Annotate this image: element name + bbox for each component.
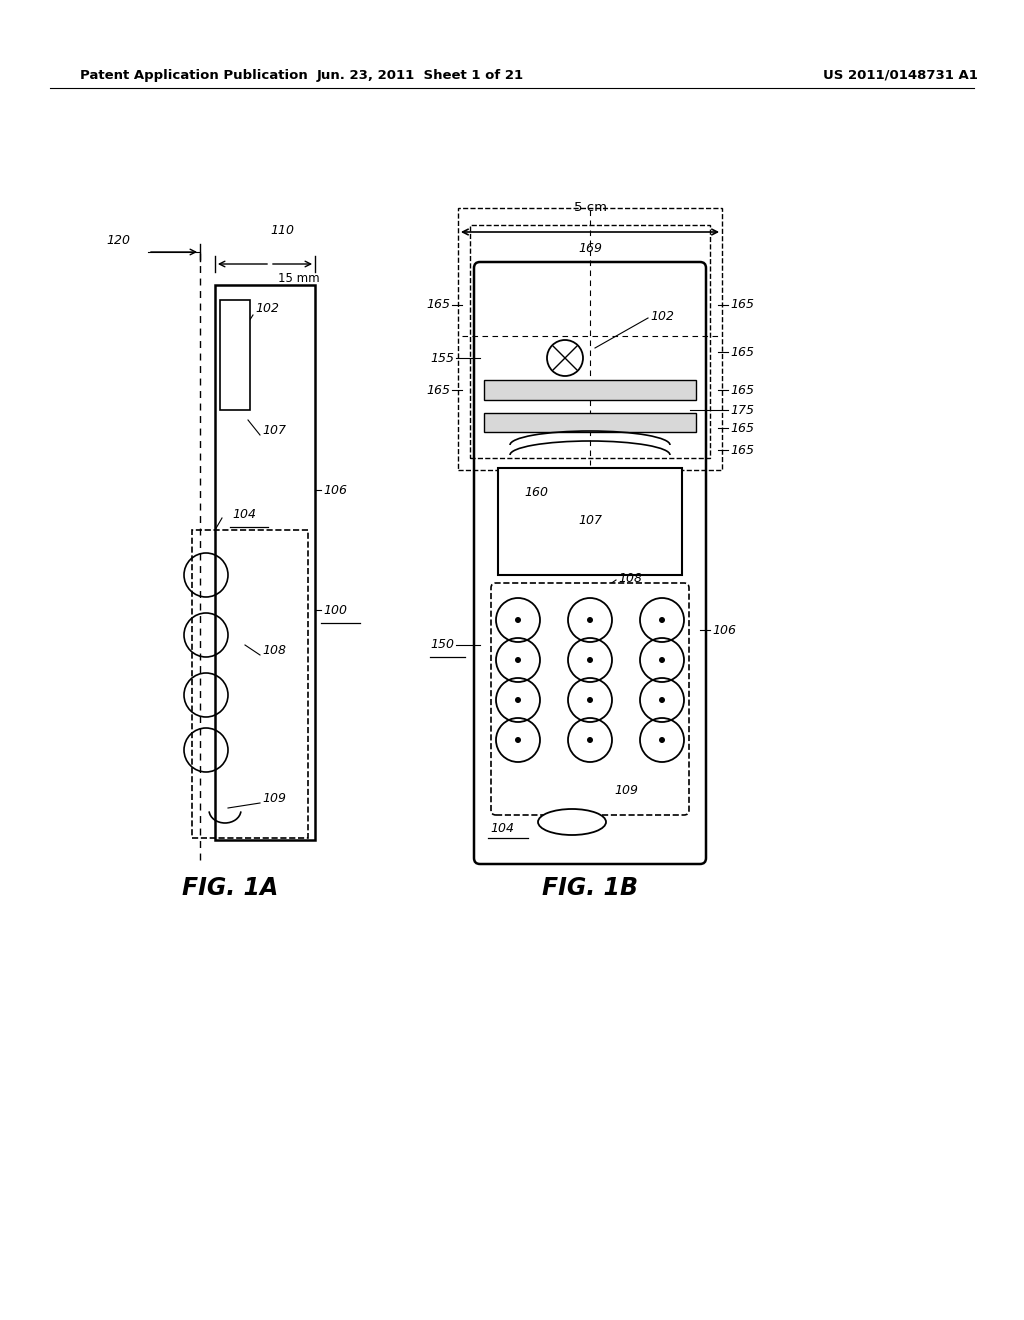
Circle shape — [515, 737, 521, 743]
Circle shape — [659, 737, 665, 743]
Bar — [470, 224, 710, 458]
Text: 5 cm: 5 cm — [573, 201, 606, 214]
Text: 165: 165 — [426, 298, 450, 312]
Text: 104: 104 — [232, 508, 256, 521]
Bar — [498, 469, 682, 576]
Text: 110: 110 — [270, 223, 294, 236]
Text: 175: 175 — [730, 404, 754, 417]
Text: 104: 104 — [490, 821, 514, 834]
Circle shape — [659, 657, 665, 663]
Circle shape — [515, 657, 521, 663]
Text: 100: 100 — [323, 603, 347, 616]
Bar — [484, 413, 696, 432]
Bar — [215, 285, 315, 840]
Text: 108: 108 — [618, 572, 642, 585]
Text: 165: 165 — [730, 421, 754, 434]
FancyBboxPatch shape — [474, 261, 706, 865]
Text: 109: 109 — [614, 784, 638, 796]
FancyBboxPatch shape — [490, 583, 689, 814]
Text: 109: 109 — [262, 792, 286, 804]
Text: 165: 165 — [426, 384, 450, 396]
Text: 165: 165 — [730, 384, 754, 396]
Circle shape — [659, 616, 665, 623]
Text: 108: 108 — [262, 644, 286, 656]
Text: 165: 165 — [730, 444, 754, 457]
Text: FIG. 1B: FIG. 1B — [542, 876, 638, 900]
Text: 107: 107 — [262, 424, 286, 437]
Text: 107: 107 — [578, 513, 602, 527]
Text: 165: 165 — [730, 298, 754, 312]
Circle shape — [587, 737, 593, 743]
Bar — [220, 300, 250, 411]
Circle shape — [587, 657, 593, 663]
Text: FIG. 1A: FIG. 1A — [182, 876, 279, 900]
Text: 160: 160 — [524, 486, 548, 499]
Circle shape — [515, 697, 521, 704]
Circle shape — [587, 616, 593, 623]
Text: Jun. 23, 2011  Sheet 1 of 21: Jun. 23, 2011 Sheet 1 of 21 — [316, 69, 523, 82]
Circle shape — [659, 697, 665, 704]
Text: 120: 120 — [106, 235, 130, 248]
Text: 106: 106 — [712, 623, 736, 636]
Text: 106: 106 — [323, 483, 347, 496]
Text: 155: 155 — [430, 351, 454, 364]
Text: 169: 169 — [578, 242, 602, 255]
Bar — [193, 531, 308, 838]
Bar — [484, 380, 696, 400]
Text: 150: 150 — [430, 639, 454, 652]
Circle shape — [515, 616, 521, 623]
Text: Patent Application Publication: Patent Application Publication — [80, 69, 308, 82]
Circle shape — [587, 697, 593, 704]
Text: 102: 102 — [650, 309, 674, 322]
Text: 102: 102 — [255, 301, 279, 314]
Bar — [458, 209, 722, 470]
Text: 15 mm: 15 mm — [278, 272, 319, 285]
Text: 165: 165 — [730, 346, 754, 359]
Text: US 2011/0148731 A1: US 2011/0148731 A1 — [822, 69, 978, 82]
Ellipse shape — [538, 809, 606, 836]
